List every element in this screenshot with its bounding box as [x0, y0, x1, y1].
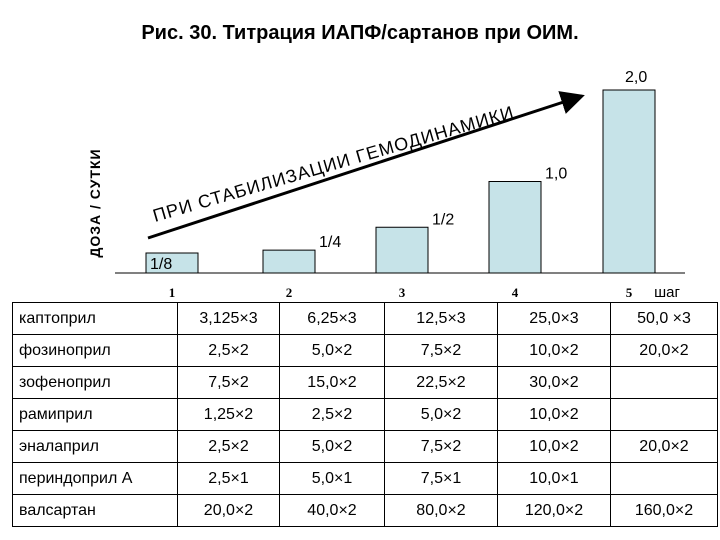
dose-cell-step-2: 40,0×2 [279, 494, 385, 527]
figure-title: Рис. 30. Титрация ИАПФ/сартанов при ОИМ. [141, 22, 579, 44]
dose-cell-step-3: 7,5×1 [384, 462, 498, 495]
dose-cell-step-2: 2,5×2 [279, 398, 385, 431]
x-axis-label: шаг [654, 284, 680, 300]
x-tick-3: 3 [399, 285, 406, 300]
bar-step-2 [262, 249, 316, 274]
dose-cell-step-5: 20,0×2 [610, 430, 718, 463]
dose-cell-step-2: 6,25×3 [279, 302, 385, 335]
x-tick-5: 5 [626, 285, 633, 300]
bar-step-5 [602, 89, 656, 274]
dose-table: каптоприл 3,125×3 6,25×3 12,5×3 25,0×3 50,0 ×… [12, 302, 718, 527]
table-row: эналаприл 2,5×2 5,0×2 7,5×2 10,0×2 20,0×2 [12, 430, 718, 463]
table-row: периндоприл А 2,5×1 5,0×1 7,5×1 10,0×1 [12, 462, 718, 495]
dose-cell-step-4: 120,0×2 [497, 494, 611, 527]
dose-cell-step-4: 10,0×2 [497, 334, 611, 367]
dose-cell-step-3: 7,5×2 [384, 430, 498, 463]
drug-name-cell: зофеноприл [12, 366, 178, 399]
dose-cell-step-3: 80,0×2 [384, 494, 498, 527]
dose-cell-step-4: 10,0×2 [497, 398, 611, 431]
bar-label-3: 1/2 [432, 211, 454, 228]
dose-cell-step-3: 12,5×3 [384, 302, 498, 335]
bar-label-4: 1,0 [545, 166, 567, 183]
dose-cell-step-1: 1,25×2 [177, 398, 280, 431]
drug-name-cell: фозиноприл [12, 334, 178, 367]
dose-cell-step-5 [610, 462, 718, 495]
x-tick-labels: 1 2 3 4 5 [169, 285, 633, 300]
dose-cell-step-5: 160,0×2 [610, 494, 718, 527]
bar-group: 1/8 1/4 1/2 1,0 2,0 [145, 69, 656, 274]
dose-cell-step-4: 10,0×1 [497, 462, 611, 495]
dose-cell-step-1: 2,5×1 [177, 462, 280, 495]
bar-label-5: 2,0 [625, 69, 647, 86]
bar-label-2: 1/4 [319, 234, 341, 251]
dose-cell-step-3: 7,5×2 [384, 334, 498, 367]
dose-cell-step-4: 30,0×2 [497, 366, 611, 399]
dose-cell-step-2: 5,0×1 [279, 462, 385, 495]
dose-cell-step-4: 10,0×2 [497, 430, 611, 463]
bar-label-1: 1/8 [150, 256, 172, 273]
dose-cell-step-3: 5,0×2 [384, 398, 498, 431]
dose-cell-step-1: 3,125×3 [177, 302, 280, 335]
dose-cell-step-1: 20,0×2 [177, 494, 280, 527]
table-row: валсартан 20,0×2 40,0×2 80,0×2 120,0×2 160,0×… [12, 494, 718, 527]
x-tick-2: 2 [286, 285, 293, 300]
trend-arrow-label: ПРИ СТАБИЛИЗАЦИИ ГЕМОДИНАМИКИ [151, 102, 517, 226]
trend-arrow [147, 91, 585, 240]
table-row: рамиприл 1,25×2 2,5×2 5,0×2 10,0×2 [12, 398, 718, 431]
dose-cell-step-2: 5,0×2 [279, 430, 385, 463]
dose-cell-step-5 [610, 366, 718, 399]
table-row: каптоприл 3,125×3 6,25×3 12,5×3 25,0×3 50,0 ×… [12, 302, 718, 335]
y-axis-label: ДОЗА / СУТКИ [87, 148, 103, 257]
dose-cell-step-4: 25,0×3 [497, 302, 611, 335]
drug-name-cell: эналаприл [12, 430, 178, 463]
x-tick-1: 1 [169, 285, 176, 300]
drug-name-cell: периндоприл А [12, 462, 178, 495]
drug-name-cell: валсартан [12, 494, 178, 527]
dose-cell-step-5 [610, 398, 718, 431]
dose-cell-step-2: 5,0×2 [279, 334, 385, 367]
dose-cell-step-1: 7,5×2 [177, 366, 280, 399]
dose-titration-chart: 1/8 1/4 1/2 1,0 2,0 1 2 3 4 5 шаг ДОЗА / СУТКИ П… [87, 69, 685, 300]
drug-name-cell: каптоприл [12, 302, 178, 335]
dose-cell-step-5: 20,0×2 [610, 334, 718, 367]
dose-cell-step-1: 2,5×2 [177, 430, 280, 463]
drug-name-cell: рамиприл [12, 398, 178, 431]
table-row: фозиноприл 2,5×2 5,0×2 7,5×2 10,0×2 20,0×2 [12, 334, 718, 367]
dose-cell-step-1: 2,5×2 [177, 334, 280, 367]
x-tick-4: 4 [512, 285, 519, 300]
bar-step-3 [375, 226, 429, 274]
dose-cell-step-3: 22,5×2 [384, 366, 498, 399]
bar-step-4 [488, 181, 542, 274]
dose-cell-step-5: 50,0 ×3 [610, 302, 718, 335]
table-row: зофеноприл 7,5×2 15,0×2 22,5×2 30,0×2 [12, 366, 718, 399]
dose-cell-step-2: 15,0×2 [279, 366, 385, 399]
trend-arrow-label-path: ПРИ СТАБИЛИЗАЦИИ ГЕМОДИНАМИКИ [151, 102, 516, 226]
